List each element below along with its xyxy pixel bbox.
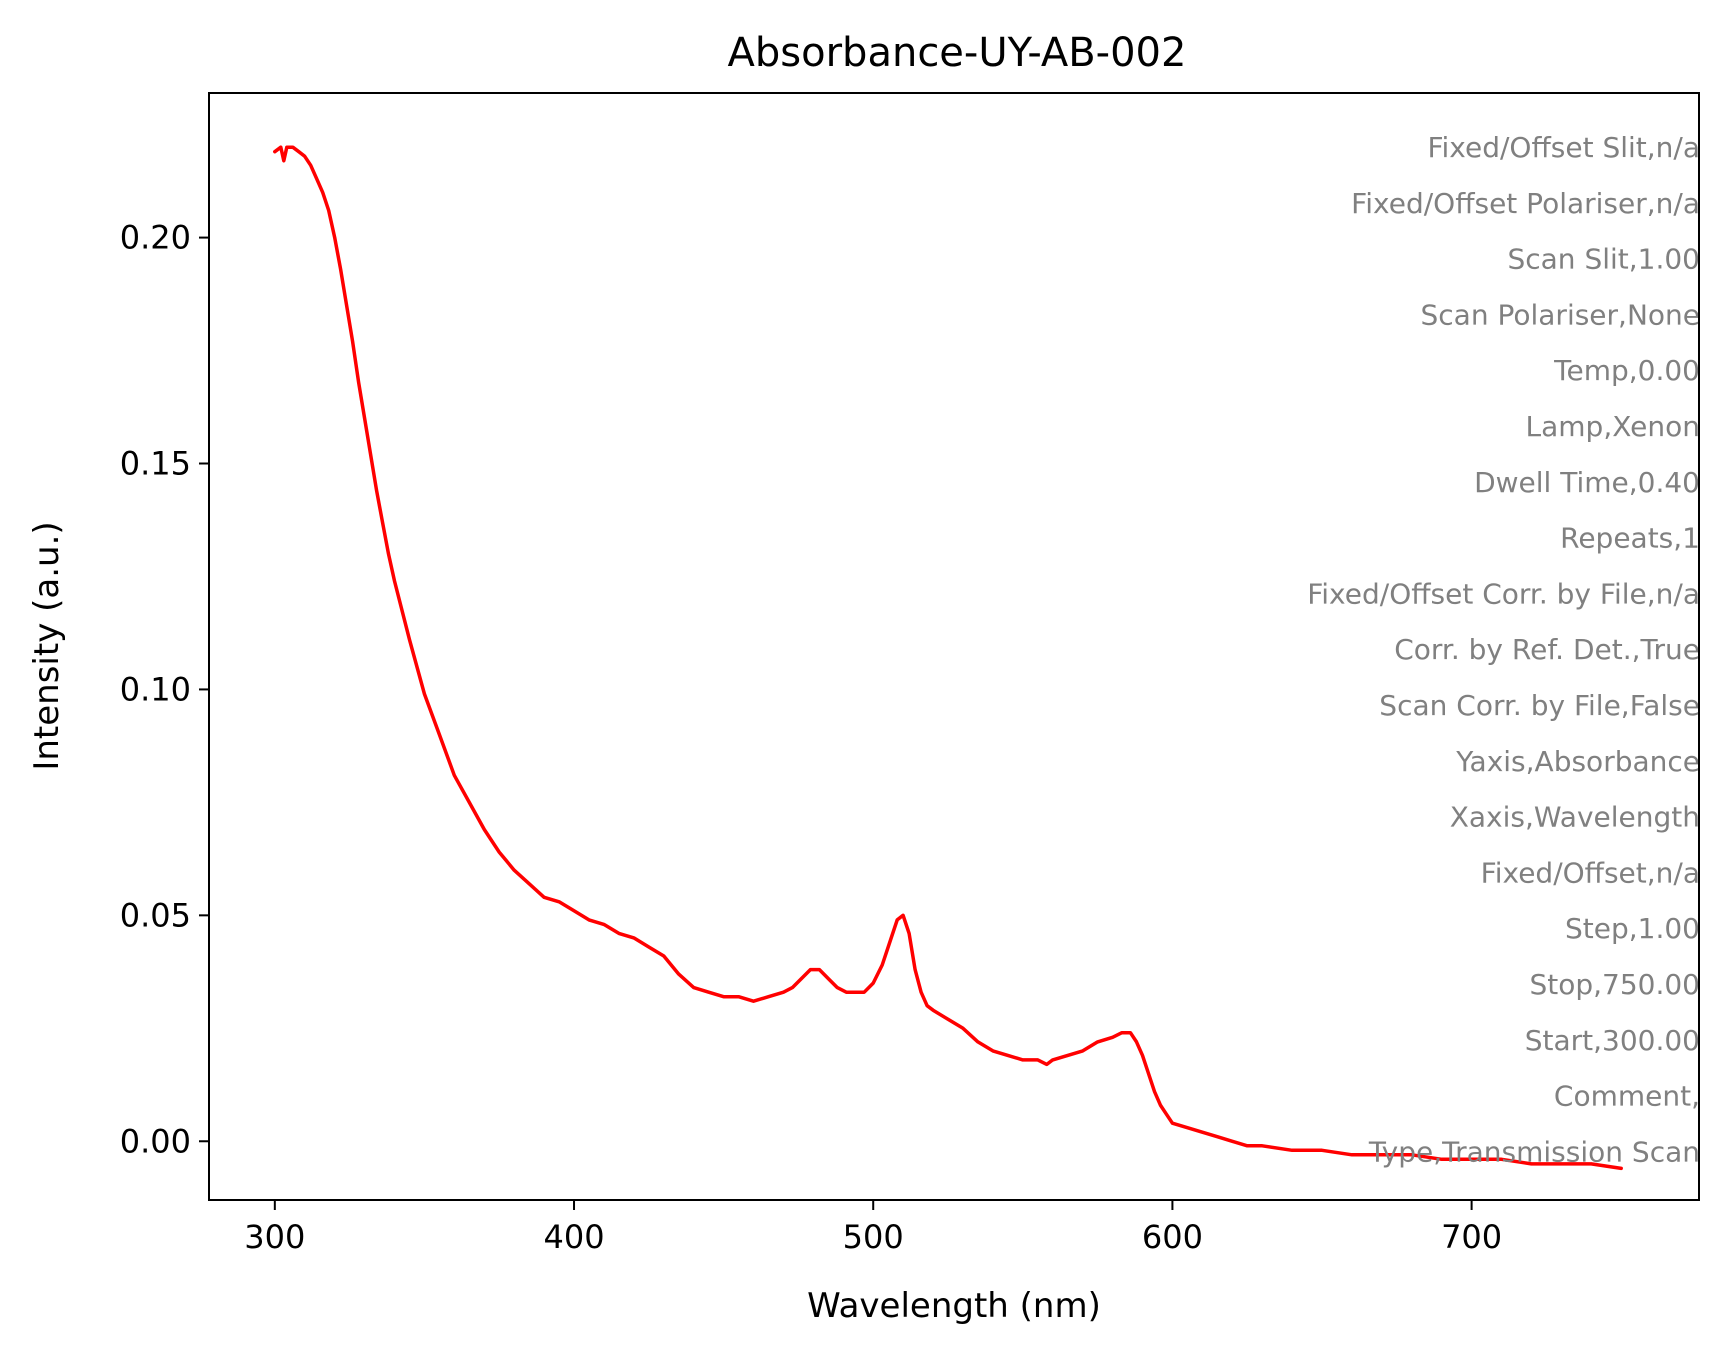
x-tick-label: 500 bbox=[843, 1218, 904, 1256]
x-tick-label: 300 bbox=[244, 1218, 305, 1256]
metadata-annotation: Scan Slit,1.00 bbox=[1507, 243, 1700, 276]
y-tick-label: 0.00 bbox=[120, 1122, 191, 1160]
metadata-annotation: Yaxis,Absorbance bbox=[1455, 745, 1700, 778]
metadata-annotation: Fixed/Offset Slit,n/a bbox=[1427, 131, 1700, 164]
y-axis-ticks: 0.00 0.05 0.10 0.15 0.20 bbox=[120, 219, 209, 1160]
plot-background bbox=[209, 93, 1699, 1200]
metadata-annotation: Dwell Time,0.40 bbox=[1474, 466, 1700, 499]
metadata-annotation: Scan Polariser,None bbox=[1421, 298, 1701, 331]
x-axis-ticks: 300 400 500 600 700 bbox=[244, 1200, 1502, 1256]
x-tick-label: 400 bbox=[543, 1218, 604, 1256]
metadata-annotation: Step,1.00 bbox=[1565, 912, 1700, 945]
metadata-annotation: Start,300.00 bbox=[1525, 1024, 1700, 1057]
y-tick-label: 0.20 bbox=[120, 219, 191, 257]
x-tick-label: 600 bbox=[1142, 1218, 1203, 1256]
series-layer bbox=[273, 145, 1623, 1171]
metadata-annotation: Stop,750.00 bbox=[1529, 968, 1700, 1001]
metadata-annotation: Comment, bbox=[1554, 1080, 1700, 1113]
metadata-annotation: Fixed/Offset Corr. by File,n/a bbox=[1307, 577, 1700, 610]
annotation-layer: Fixed/Offset Slit,n/a Fixed/Offset Polari… bbox=[1307, 131, 1700, 1168]
x-axis-label: Wavelength (nm) bbox=[807, 1286, 1101, 1326]
metadata-annotation: Fixed/Offset,n/a bbox=[1481, 856, 1700, 889]
metadata-annotation: Temp,0.00 bbox=[1553, 354, 1700, 387]
plot-frame bbox=[208, 92, 1700, 1201]
y-axis-label: Intensity (a.u.) bbox=[27, 521, 67, 770]
series-line-0 bbox=[273, 145, 1623, 1171]
y-tick-label: 0.15 bbox=[120, 445, 191, 483]
plot-area: Fixed/Offset Slit,n/a Fixed/Offset Polari… bbox=[208, 92, 1700, 1201]
y-tick-label: 0.10 bbox=[120, 670, 191, 708]
metadata-annotation: Lamp,Xenon bbox=[1526, 410, 1700, 443]
y-tick-label: 0.05 bbox=[120, 896, 191, 934]
metadata-annotation: Type,Transmission Scan bbox=[1368, 1135, 1700, 1168]
metadata-annotation: Corr. by Ref. Det.,True bbox=[1394, 633, 1700, 666]
metadata-annotation: Scan Corr. by File,False bbox=[1379, 689, 1700, 722]
metadata-annotation: Fixed/Offset Polariser,n/a bbox=[1351, 187, 1700, 220]
chart-title: Absorbance-UY-AB-002 bbox=[728, 30, 1187, 76]
metadata-annotation: Repeats,1 bbox=[1560, 522, 1700, 555]
metadata-annotation: Xaxis,Wavelength bbox=[1450, 801, 1700, 834]
x-tick-label: 700 bbox=[1441, 1218, 1502, 1256]
